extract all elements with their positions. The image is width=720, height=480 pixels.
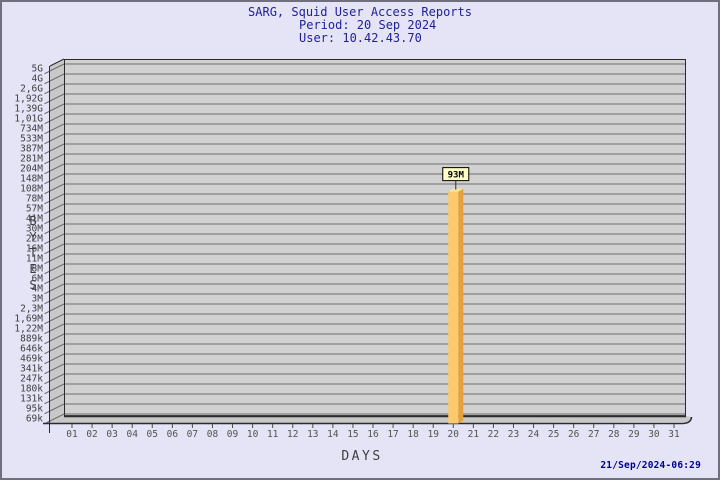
y-tick-label: 1,39G: [14, 104, 43, 115]
value-label-box: [442, 167, 470, 182]
x-tick-label: 12: [287, 429, 298, 440]
bar: [448, 191, 459, 424]
x-tick-label: 17: [387, 429, 398, 440]
x-tick-label: 07: [187, 429, 198, 440]
y-tick-label: 148M: [20, 174, 43, 185]
y-tick-label: 1,69M: [14, 314, 43, 325]
y-tick-label: 11M: [26, 254, 43, 265]
chart-subtitle-period: Period: 20 Sep 2024: [299, 18, 437, 32]
x-tick-label: 05: [147, 429, 158, 440]
x-axis-line: [43, 416, 693, 425]
generated-timestamp: 21/Sep/2024-06:29: [600, 460, 701, 471]
y-tick-label: 2,6G: [20, 84, 43, 95]
y-axis-title-letter: T: [29, 246, 36, 260]
y-tick-label: 281M: [20, 154, 43, 165]
x-tick-label: 27: [588, 429, 599, 440]
x-tick-label: 10: [247, 429, 259, 440]
x-tick-label: 24: [528, 429, 540, 440]
y-tick-label: 734M: [20, 124, 43, 135]
y-tick-label: 469k: [20, 354, 43, 365]
y-tick-label: 247k: [20, 374, 43, 385]
y-tick-label: 30M: [26, 224, 43, 235]
x-tick-label: 13: [307, 429, 318, 440]
x-tick-label: 15: [347, 429, 358, 440]
x-tick-label: 03: [106, 429, 117, 440]
y-tick-label: 5G: [32, 64, 44, 75]
x-tick-label: 02: [86, 429, 97, 440]
x-tick-label: 18: [407, 429, 419, 440]
y-tick-label: 204M: [20, 164, 43, 175]
bar-top-face: [448, 188, 464, 192]
x-tick-label: 31: [668, 429, 680, 440]
plot-floor: [50, 416, 691, 424]
chart-title: SARG, Squid User Access Reports: [248, 5, 472, 19]
y-tick-label: 22M: [26, 234, 43, 245]
x-tick-label: 21: [468, 429, 480, 440]
y-tick-label: 78M: [26, 194, 43, 205]
x-tick-label: 16: [367, 429, 379, 440]
plot-back-wall: [64, 59, 686, 417]
x-tick-label: 26: [568, 429, 580, 440]
y-tick-label: 1,01G: [14, 114, 43, 125]
y-tick-label: 8M: [32, 264, 44, 275]
x-tick-label: 23: [508, 429, 519, 440]
y-tick-label: 108M: [20, 184, 43, 195]
x-tick-label: 06: [167, 429, 179, 440]
y-tick-label: 889k: [20, 334, 43, 345]
y-axis-title-letter: S: [29, 278, 36, 292]
y-tick-label: 3M: [32, 294, 44, 305]
y-tick-label: 69k: [26, 414, 43, 425]
y-tick-label: 1,92G: [14, 94, 43, 105]
x-tick-label: 25: [548, 429, 559, 440]
y-tick-label: 131k: [20, 394, 43, 405]
bar-value-label: 93M: [448, 171, 465, 181]
y-tick-label: 1,22M: [14, 324, 43, 335]
x-tick-label: 28: [608, 429, 620, 440]
x-tick-label: 22: [488, 429, 499, 440]
wall-top-edge: [49, 58, 65, 67]
x-tick-label: 20: [448, 429, 460, 440]
x-tick-label: 19: [427, 429, 439, 440]
y-tick-label: 533M: [20, 134, 43, 145]
y-axis-title-letter: E: [29, 262, 36, 276]
chart-subtitle-user: User: 10.42.43.70: [299, 31, 422, 45]
y-tick-label: 16M: [26, 244, 43, 255]
y-tick-label: 4G: [32, 74, 44, 85]
y-tick-label: 646k: [20, 344, 43, 355]
y-tick-label: 387M: [20, 144, 43, 155]
x-tick-label: 14: [327, 429, 339, 440]
x-tick-label: 29: [628, 429, 640, 440]
y-axis-title-letter: B: [29, 214, 36, 228]
x-tick-label: 11: [267, 429, 279, 440]
y-tick-label: 95k: [26, 404, 43, 415]
y-tick-label: 180k: [20, 384, 43, 395]
y-axis-title-letter: Y: [29, 230, 37, 244]
y-tick-label: 41M: [26, 214, 43, 225]
bar-side-face: [458, 188, 464, 424]
y-tick-label: 6M: [32, 274, 44, 285]
y-tick-label: 341k: [20, 364, 43, 375]
y-tick-label: 4M: [32, 284, 44, 295]
x-tick-label: 09: [227, 429, 239, 440]
x-tick-label: 01: [66, 429, 78, 440]
y-tick-label: 2,3M: [20, 304, 43, 315]
x-tick-label: 08: [207, 429, 219, 440]
x-tick-label: 04: [126, 429, 138, 440]
x-axis-title: DAYS: [341, 449, 382, 464]
y-tick-label: 57M: [26, 204, 43, 215]
x-tick-label: 30: [648, 429, 660, 440]
plot-left-wall: [50, 59, 64, 424]
